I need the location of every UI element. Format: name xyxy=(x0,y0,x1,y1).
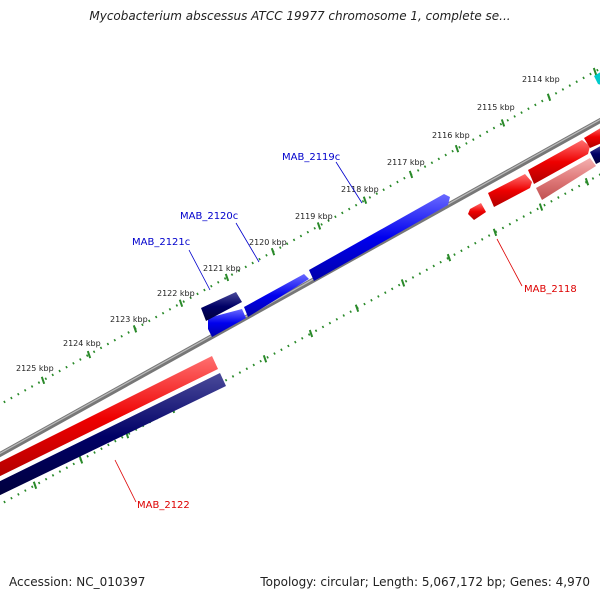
outer-major-tick-7 xyxy=(362,196,368,205)
outer-major-tick-12 xyxy=(592,67,598,76)
inner-major-tick-9 xyxy=(446,253,452,262)
inner-major-tick-8 xyxy=(400,279,406,287)
outer-major-tick-4 xyxy=(224,273,230,282)
gene-label-mab-2120c[interactable]: MAB_2120c xyxy=(180,211,238,222)
outer-major-tick-6 xyxy=(316,222,322,230)
tick-label-2119: 2119 kbp xyxy=(295,212,333,221)
inner-major-tick-6 xyxy=(308,329,314,338)
gene-mab-2121c[interactable] xyxy=(208,309,246,337)
tick-label-2117: 2117 kbp xyxy=(387,158,425,167)
outer-major-tick-9 xyxy=(454,144,460,153)
tick-label-2122: 2122 kbp xyxy=(157,289,195,298)
gene-mab-2122-dark[interactable] xyxy=(0,373,226,500)
gene-label-mab-2118[interactable]: MAB_2118 xyxy=(524,284,577,295)
tick-label-2121: 2121 kbp xyxy=(203,264,241,273)
tick-label-2115: 2115 kbp xyxy=(477,103,515,112)
tick-labels: 2114 kbp 2115 kbp 2116 kbp 2117 kbp 2118… xyxy=(16,75,560,373)
outer-major-tick-2 xyxy=(132,325,138,333)
outer-major-tick-1 xyxy=(86,350,92,359)
genome-summary-text: Topology: circular; Length: 5,067,172 bp… xyxy=(260,575,590,589)
tick-label-2116: 2116 kbp xyxy=(432,131,470,140)
gene-navy-right[interactable] xyxy=(590,144,600,164)
gene-mab-2120c[interactable] xyxy=(244,274,309,317)
inner-major-ticks xyxy=(32,177,590,490)
tick-label-2118: 2118 kbp xyxy=(341,185,379,194)
gene-label-mab-2122[interactable]: MAB_2122 xyxy=(137,500,190,511)
gene-mab-2122[interactable] xyxy=(0,356,218,481)
tick-label-2123: 2123 kbp xyxy=(110,315,148,324)
gene-label-mab-2119c[interactable]: MAB_2119c xyxy=(282,152,340,163)
tick-label-2124: 2124 kbp xyxy=(63,339,101,348)
inner-major-tick-5 xyxy=(262,354,268,363)
gene-cyan-edge[interactable] xyxy=(594,70,600,86)
gene-callouts xyxy=(114,161,523,503)
outer-major-tick-10 xyxy=(500,119,506,127)
outer-major-tick-0 xyxy=(40,376,46,385)
outer-major-ticks xyxy=(40,67,598,385)
gene-mab-2121c-dark[interactable] xyxy=(201,292,242,321)
gene-pink-right[interactable] xyxy=(536,158,596,200)
inner-major-tick-0 xyxy=(32,481,38,490)
tick-label-2125: 2125 kbp xyxy=(16,364,54,373)
inner-major-tick-11 xyxy=(538,203,544,211)
gene-mab-2118[interactable] xyxy=(468,203,486,220)
gene-label-mab-2121c[interactable]: MAB_2121c xyxy=(132,237,190,248)
inner-major-tick-12 xyxy=(584,177,590,186)
outer-tick-ring xyxy=(0,67,600,406)
minus-strand-genes[interactable] xyxy=(201,194,450,337)
outer-major-tick-3 xyxy=(178,299,184,307)
tick-label-2114: 2114 kbp xyxy=(522,75,560,84)
tick-label-2120: 2120 kbp xyxy=(249,238,287,247)
gene-red-edge[interactable] xyxy=(584,126,600,148)
outer-major-tick-5 xyxy=(270,247,276,256)
gene-labels: MAB_2119c MAB_2120c MAB_2121c MAB_2118 M… xyxy=(132,152,577,511)
inner-major-tick-1 xyxy=(78,456,84,464)
inner-major-tick-10 xyxy=(492,228,498,237)
map-title: Mycobacterium abscessus ATCC 19977 chrom… xyxy=(89,9,511,23)
gene-red-right-1[interactable] xyxy=(488,174,532,207)
outer-major-tick-8 xyxy=(408,170,414,179)
backbone xyxy=(0,117,600,458)
gene-mab-2119c[interactable] xyxy=(309,194,450,281)
accession-text: Accession: NC_010397 xyxy=(9,575,146,589)
outer-major-tick-11 xyxy=(546,93,552,102)
gene-red-right-2[interactable] xyxy=(528,140,590,184)
inner-major-tick-7 xyxy=(354,304,360,313)
plus-strand-genes[interactable] xyxy=(0,70,600,500)
